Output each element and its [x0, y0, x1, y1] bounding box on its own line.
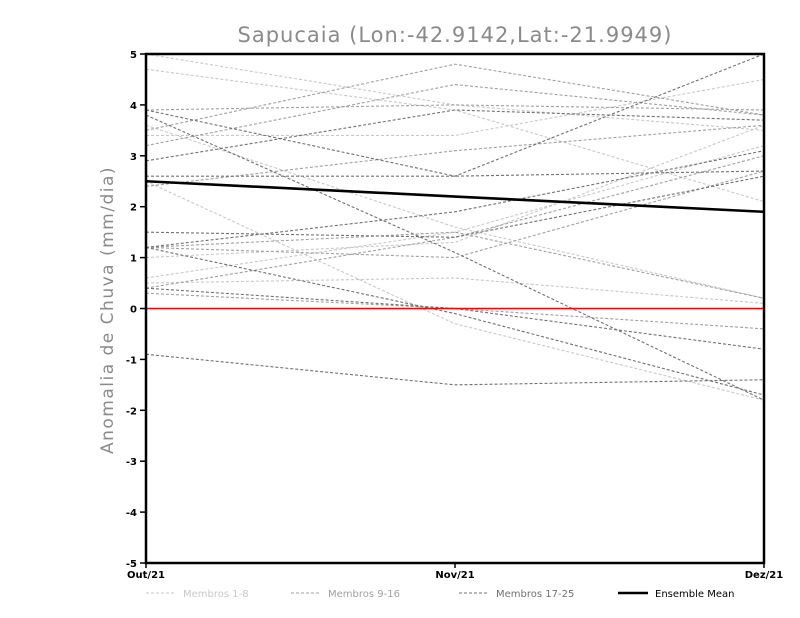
- member-line-group3-1: [145, 53, 765, 177]
- member-line-group2-5: [145, 231, 765, 299]
- member-line-group1-3: [146, 78, 765, 136]
- y-axis-label: Anomalia de Chuva (mm/dia): [98, 166, 118, 454]
- member-line-group1-7: [145, 277, 765, 304]
- x-tick-label: Nov/21: [435, 570, 474, 581]
- y-tick-label: 4: [130, 101, 137, 112]
- member-line-group3-9: [145, 353, 765, 386]
- y-tick-label: -3: [126, 457, 137, 468]
- legend-label: Membros 1-8: [183, 589, 249, 600]
- y-tick-label: 2: [130, 203, 137, 214]
- member-line-group2-1: [145, 104, 765, 111]
- member-line-group2-7: [145, 83, 765, 147]
- member-line-group1-4: [145, 124, 765, 299]
- x-tick-label: Out/21: [127, 570, 165, 581]
- y-tick-label: 5: [130, 50, 137, 61]
- y-tick-label: -2: [126, 406, 137, 417]
- y-tick-label: 0: [130, 305, 137, 316]
- member-line-group2-4: [145, 170, 765, 259]
- member-line-group3-4: [145, 150, 765, 248]
- member-line-group3-2: [145, 114, 765, 401]
- legend: Membros 1-8 Membros 9-16 Membros 17-25 Ense…: [146, 589, 734, 600]
- member-line-group1-2: [145, 53, 765, 131]
- legend-label: Membros 9-16: [328, 589, 400, 600]
- member-line-group1-5: [145, 124, 765, 259]
- y-tick-label: 1: [130, 254, 137, 265]
- y-tick-label: -1: [126, 355, 137, 366]
- y-tick-label: -4: [126, 508, 137, 519]
- x-tick-label: Dez/21: [745, 570, 784, 581]
- legend-label: Membros 17-25: [496, 589, 574, 600]
- member-line-group2-8: [145, 63, 765, 131]
- member-line-group3-6: [146, 170, 765, 177]
- y-tick-label: 3: [130, 152, 137, 163]
- member-line-group1-6: [145, 145, 765, 279]
- member-line-group2-3: [145, 155, 765, 289]
- y-tick-label: -5: [126, 559, 137, 570]
- member-line-group2-2: [145, 124, 765, 187]
- ensemble-mean-line: [145, 179, 765, 214]
- plot-area: -5 -4 -3 -2 -1 0 1 2 3 4 5 Out/21 Nov/21 Dez/21: [126, 50, 783, 581]
- chart-title: Sapucaia (Lon:-42.9142,Lat:-21.9949): [238, 23, 673, 47]
- member-line-group3-8: [145, 246, 765, 396]
- member-line-group2-6: [145, 292, 765, 330]
- legend-label: Ensemble Mean: [655, 589, 734, 600]
- member-line-group3-7: [145, 287, 765, 350]
- member-line-group1-8: [145, 180, 765, 401]
